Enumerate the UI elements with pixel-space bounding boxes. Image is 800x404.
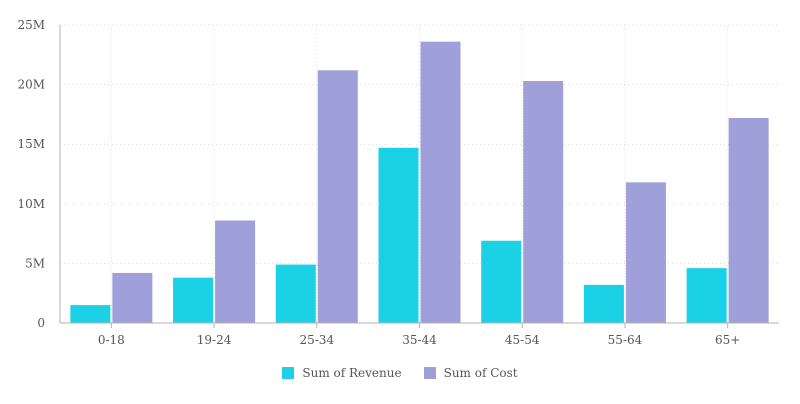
bar-revenue-19-24 (173, 277, 214, 323)
legend-item-revenue[interactable]: Sum of Revenue (282, 366, 402, 380)
x-tick-label: 35-44 (402, 333, 437, 347)
bar-cost-25-34 (317, 70, 358, 324)
bar-revenue-35-44 (378, 147, 419, 323)
y-tick-label: 15M (17, 137, 45, 151)
legend-swatch-revenue (282, 367, 295, 379)
y-tick-label: 25M (17, 18, 45, 32)
bar-revenue-45-54 (481, 240, 522, 323)
legend-swatch-cost (423, 367, 436, 379)
bar-cost-19-24 (215, 220, 256, 323)
legend-item-cost[interactable]: Sum of Cost (423, 366, 518, 380)
y-tick-label: 10M (17, 197, 45, 211)
bar-revenue-55-64 (583, 284, 624, 323)
bar-cost-35-44 (420, 41, 461, 324)
x-tick-label: 0-18 (98, 333, 125, 347)
bar-cost-0-18 (112, 272, 153, 323)
bar-cost-55-64 (625, 182, 666, 323)
x-tick-label: 65+ (715, 333, 740, 347)
bar-revenue-65+ (686, 268, 727, 323)
x-tick-label: 45-54 (505, 333, 540, 347)
bar-revenue-0-18 (70, 305, 111, 323)
y-tick-label: 20M (17, 78, 45, 92)
y-tick-label: 0 (37, 316, 45, 330)
bar-cost-45-54 (523, 81, 564, 323)
x-tick-label: 25-34 (299, 333, 334, 347)
legend-label-cost: Sum of Cost (443, 366, 518, 380)
bar-revenue-25-34 (275, 264, 316, 323)
y-tick-label: 5M (25, 256, 45, 270)
bar-cost-65+ (728, 117, 769, 323)
legend-label-revenue: Sum of Revenue (302, 366, 402, 380)
x-tick-label: 55-64 (608, 333, 643, 347)
x-tick-label: 19-24 (197, 333, 232, 347)
legend: Sum of Revenue Sum of Cost (0, 363, 800, 383)
